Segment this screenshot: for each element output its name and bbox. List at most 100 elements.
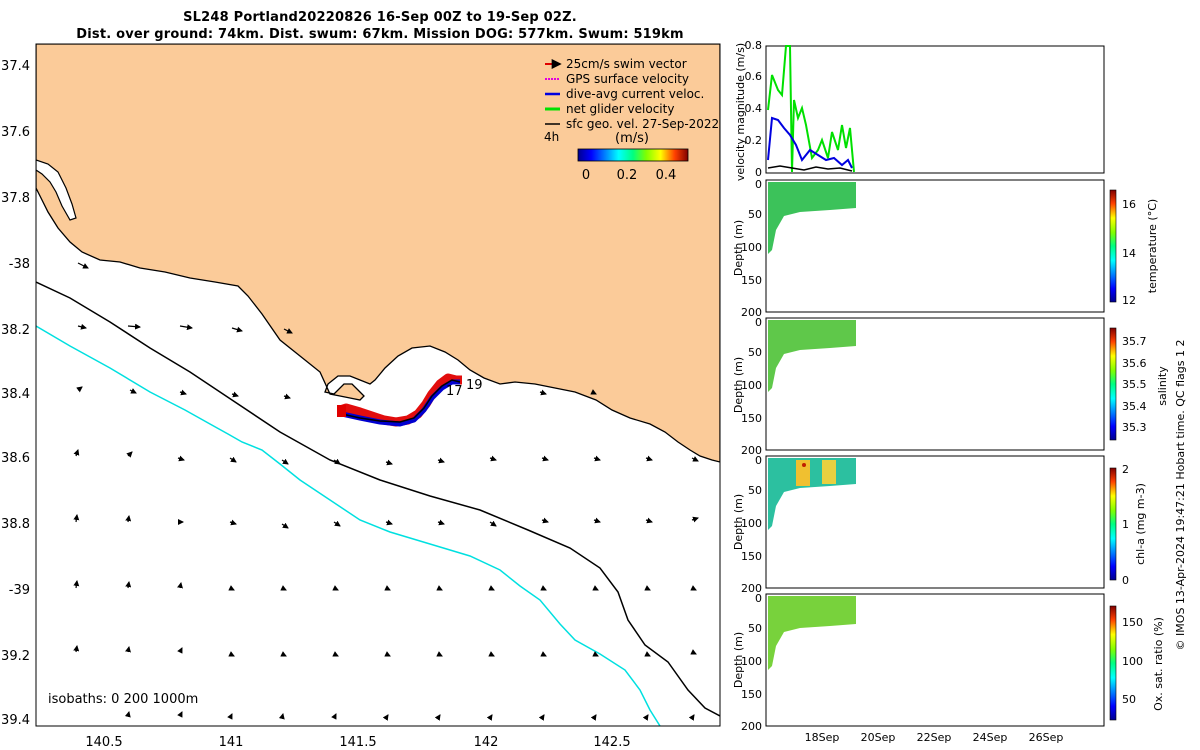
svg-text:14: 14 (1122, 247, 1136, 260)
svg-text:18Sep: 18Sep (805, 731, 840, 744)
svg-text:0: 0 (755, 178, 762, 191)
svg-text:22Sep: 22Sep (917, 731, 952, 744)
legend-gps-velocity: GPS surface velocity (566, 72, 689, 86)
svg-text:0.2: 0.2 (745, 134, 763, 147)
svg-text:0: 0 (755, 592, 762, 605)
svg-text:0: 0 (755, 454, 762, 467)
legend-time-label: 4h (544, 130, 559, 144)
lat-tick: 38.2 (1, 323, 30, 338)
legend-dive-avg-current: dive-avg current veloc. (566, 87, 704, 101)
svg-text:100: 100 (1122, 655, 1143, 668)
colorbar-title: (m/s) (615, 131, 649, 146)
temperature-colorbar (1109, 189, 1117, 303)
lat-tick: 38.8 (1, 517, 30, 532)
temperature-panel: 0 50 100 150 200 12 14 16 temperature (°… (741, 178, 1159, 319)
svg-text:50: 50 (748, 346, 762, 359)
lat-tick: 39.2 (1, 649, 30, 664)
current-vector-field (73, 262, 699, 721)
map-panel: 17 19 37.4 37.6 37.8 -38 38.2 38.4 38.6 … (1, 43, 721, 750)
salinity-colorbar (1109, 327, 1117, 441)
oxygen-colorbar (1109, 605, 1117, 721)
lat-axis: 37.4 37.6 37.8 -38 38.2 38.4 38.6 38.8 -… (1, 59, 30, 728)
chla-panel: 0 50 100 150 200 0 1 2 chl-a (mg m-3) (741, 454, 1147, 595)
glider-track (337, 373, 462, 427)
svg-text:2: 2 (1122, 463, 1129, 476)
net-velocity-line (767, 45, 855, 173)
lat-tick: -39 (9, 583, 30, 598)
svg-text:200: 200 (741, 720, 762, 733)
svg-text:0.8: 0.8 (745, 39, 763, 52)
colorbar-tick: 0.4 (656, 168, 677, 183)
svg-text:50: 50 (748, 208, 762, 221)
svg-text:150: 150 (741, 688, 762, 701)
lon-tick: 142.5 (593, 735, 630, 750)
lat-tick: 37.8 (1, 191, 30, 206)
lon-tick: 141.5 (339, 735, 376, 750)
velocity-ylabel: velocity magnitude (m/s) (734, 43, 747, 181)
geo-velocity-line (767, 165, 853, 172)
svg-text:100: 100 (741, 379, 762, 392)
track-label-17: 17 (446, 384, 463, 399)
svg-text:35.7: 35.7 (1122, 335, 1147, 348)
svg-text:35.5: 35.5 (1122, 378, 1147, 391)
legend-swim-vector: 25cm/s swim vector (566, 57, 687, 71)
dive-avg-velocity-line (767, 116, 853, 169)
svg-text:35.3: 35.3 (1122, 421, 1147, 434)
svg-text:100: 100 (741, 655, 762, 668)
lat-tick: 38.4 (1, 387, 30, 402)
isobaths-label: isobaths: 0 200 1000m (48, 692, 198, 707)
svg-text:100: 100 (741, 517, 762, 530)
lon-tick: 142 (474, 735, 499, 750)
land-area (36, 44, 720, 463)
svg-text:Depth (m): Depth (m) (732, 357, 745, 413)
lake (36, 159, 77, 221)
svg-text:150: 150 (741, 550, 762, 563)
svg-text:0: 0 (755, 166, 762, 179)
lat-tick: 39.4 (1, 713, 30, 728)
svg-text:150: 150 (741, 412, 762, 425)
colorbar-tick: 0 (582, 168, 590, 183)
svg-text:0: 0 (1122, 574, 1129, 587)
lon-axis: 140.5 141 141.5 142 142.5 (85, 735, 630, 750)
salinity-label: salinity (1156, 366, 1169, 406)
lat-tick: 38.6 (1, 451, 30, 466)
map-title-line2: Dist. over ground: 74km. Dist. swum: 67k… (76, 27, 684, 42)
speed-colorbar (577, 148, 689, 162)
track-label-19: 19 (466, 378, 483, 393)
svg-text:1: 1 (1122, 518, 1129, 531)
legend-sfc-geo-vel: sfc geo. vel. 27-Sep-2022 (566, 117, 719, 131)
svg-text:Depth (m): Depth (m) (732, 494, 745, 550)
svg-text:20Sep: 20Sep (861, 731, 896, 744)
legend-net-glider-velocity: net glider velocity (566, 102, 674, 116)
chla-colorbar (1109, 467, 1117, 581)
svg-text:150: 150 (741, 274, 762, 287)
copyright-footer: © IMOS 13-Apr-2024 19:47:21 Hobart time.… (1174, 340, 1187, 651)
svg-text:200: 200 (741, 306, 762, 319)
svg-text:24Sep: 24Sep (973, 731, 1008, 744)
svg-text:100: 100 (741, 241, 762, 254)
temperature-label: temperature (°C) (1146, 199, 1159, 293)
lat-tick: 37.4 (1, 59, 30, 74)
svg-text:0.6: 0.6 (745, 70, 763, 83)
svg-text:35.4: 35.4 (1122, 400, 1147, 413)
velocity-panel: velocity magnitude (m/s) 0 0.2 0.4 0.6 0… (734, 39, 1105, 181)
svg-text:Depth (m): Depth (m) (732, 632, 745, 688)
svg-text:0: 0 (755, 316, 762, 329)
map-frame (35, 43, 721, 727)
svg-text:50: 50 (1122, 693, 1136, 706)
svg-text:0.4: 0.4 (745, 102, 763, 115)
lat-tick: 37.6 (1, 125, 30, 140)
svg-text:50: 50 (748, 622, 762, 635)
salinity-panel: 0 50 100 150 200 35.3 35.4 35.5 35.6 35.… (741, 316, 1169, 457)
svg-text:150: 150 (1122, 616, 1143, 629)
svg-text:200: 200 (741, 582, 762, 595)
map-title-line1: SL248 Portland20220826 16-Sep 00Z to 19-… (183, 10, 577, 25)
lon-tick: 140.5 (85, 735, 122, 750)
oxygen-panel: 0 50 100 150 200 50 100 150 Ox. sat. rat… (741, 592, 1165, 733)
oxygen-label: Ox. sat. ratio (%) (1152, 617, 1165, 711)
map-legend: 25cm/s swim vector GPS surface velocity … (544, 57, 719, 183)
svg-text:26Sep: 26Sep (1029, 731, 1064, 744)
svg-text:35.6: 35.6 (1122, 357, 1147, 370)
svg-text:200: 200 (741, 444, 762, 457)
